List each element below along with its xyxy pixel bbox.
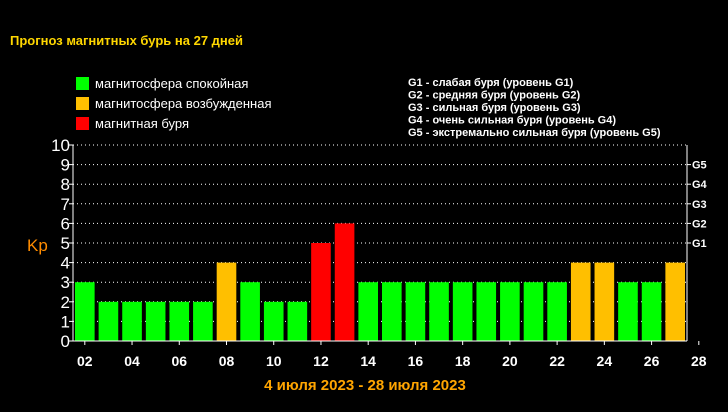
x-tick-label: 12 bbox=[313, 353, 329, 369]
kp-bar bbox=[452, 282, 473, 341]
y-tick-label: 2 bbox=[61, 293, 70, 312]
kp-bar bbox=[618, 282, 638, 341]
x-tick-label: 08 bbox=[219, 353, 235, 369]
x-tick-label: 02 bbox=[77, 353, 93, 369]
kp-bar bbox=[287, 301, 308, 341]
kp-bar bbox=[570, 262, 591, 341]
y-tick-label: 0 bbox=[61, 332, 70, 351]
kp-bar bbox=[641, 282, 662, 341]
kp-bar bbox=[334, 223, 355, 341]
x-tick-label: 04 bbox=[124, 353, 140, 369]
y-tick-label: 5 bbox=[61, 234, 70, 253]
kp-bar bbox=[358, 282, 378, 341]
x-tick-labels: 02 04 06 08 10 12 14 16 18 20 22 24 26 28 bbox=[77, 341, 707, 369]
legend-label: магнитная буря bbox=[95, 116, 189, 131]
legend-label: магнитосфера возбужденная bbox=[95, 96, 272, 111]
kp-bar bbox=[523, 282, 544, 341]
legend-swatch bbox=[76, 77, 89, 90]
y-tick-label: 9 bbox=[61, 156, 70, 175]
storm-level-item: G1 - слабая буря (уровень G1) bbox=[408, 77, 574, 89]
kp-bar bbox=[405, 282, 426, 341]
storm-level-legend: G1 - слабая буря (уровень G1)G2 - средня… bbox=[408, 77, 661, 139]
kp-bar bbox=[382, 282, 402, 341]
chart-title: Прогноз магнитных бурь на 27 дней bbox=[10, 33, 243, 48]
kp-bar bbox=[145, 301, 166, 341]
kp-bar bbox=[547, 282, 567, 341]
g-tick-label: G5 bbox=[692, 160, 707, 172]
storm-level-item: G3 - сильная буря (уровень G3) bbox=[408, 102, 581, 114]
legend-swatch bbox=[76, 117, 89, 130]
date-range: 4 июля 2023 - 28 июля 2023 bbox=[264, 377, 466, 394]
storm-level-item: G5 - экстремально сильная буря (уровень … bbox=[408, 127, 661, 139]
x-tick-label: 28 bbox=[691, 353, 707, 369]
kp-bar bbox=[500, 282, 520, 341]
g-tick-label: G1 bbox=[692, 238, 707, 250]
g-tick-labels: G1 G2 G3 G4 G5 bbox=[687, 160, 708, 250]
g-tick-label: G4 bbox=[692, 179, 708, 191]
kp-bar bbox=[169, 301, 190, 341]
x-tick-label: 06 bbox=[171, 353, 187, 369]
x-tick-label: 16 bbox=[408, 353, 424, 369]
y-tick-label: 4 bbox=[61, 254, 70, 273]
kp-bar bbox=[665, 262, 685, 341]
g-tick-label: G2 bbox=[692, 218, 707, 230]
kp-bar bbox=[75, 282, 95, 341]
x-tick-label: 18 bbox=[455, 353, 471, 369]
legend-swatch bbox=[76, 97, 89, 110]
y-tick-label: 6 bbox=[61, 214, 70, 233]
kp-bar bbox=[98, 301, 119, 341]
x-tick-label: 22 bbox=[549, 353, 565, 369]
color-legend: магнитосфера спокойная магнитосфера возбу… bbox=[76, 76, 272, 131]
kp-bar bbox=[193, 301, 213, 341]
kp-bar bbox=[216, 262, 237, 341]
y-tick-label: 3 bbox=[61, 273, 70, 292]
x-tick-label: 24 bbox=[597, 353, 613, 369]
kp-bar bbox=[311, 243, 331, 341]
x-tick-label: 20 bbox=[502, 353, 518, 369]
x-tick-label: 26 bbox=[644, 353, 660, 369]
storm-level-item: G4 - очень сильная буря (уровень G4) bbox=[408, 115, 616, 127]
x-tick-label: 14 bbox=[360, 353, 376, 369]
kp-bar bbox=[476, 282, 497, 341]
storm-level-item: G2 - средняя буря (уровень G2) bbox=[408, 90, 581, 102]
y-tick-label: 1 bbox=[61, 312, 70, 331]
g-tick-label: G3 bbox=[692, 199, 707, 211]
kp-bar bbox=[429, 282, 449, 341]
kp-bar bbox=[594, 262, 615, 341]
kp-bar bbox=[263, 301, 284, 341]
bars bbox=[75, 223, 685, 341]
y-tick-label: 8 bbox=[61, 175, 70, 194]
legend-label: магнитосфера спокойная bbox=[95, 76, 248, 91]
y-tick-label: 7 bbox=[61, 195, 70, 214]
x-tick-label: 10 bbox=[266, 353, 282, 369]
kp-bar bbox=[240, 282, 260, 341]
y-tick-label: 10 bbox=[51, 136, 70, 155]
y-axis-label: Kp bbox=[27, 236, 48, 255]
kp-bar bbox=[122, 301, 142, 341]
